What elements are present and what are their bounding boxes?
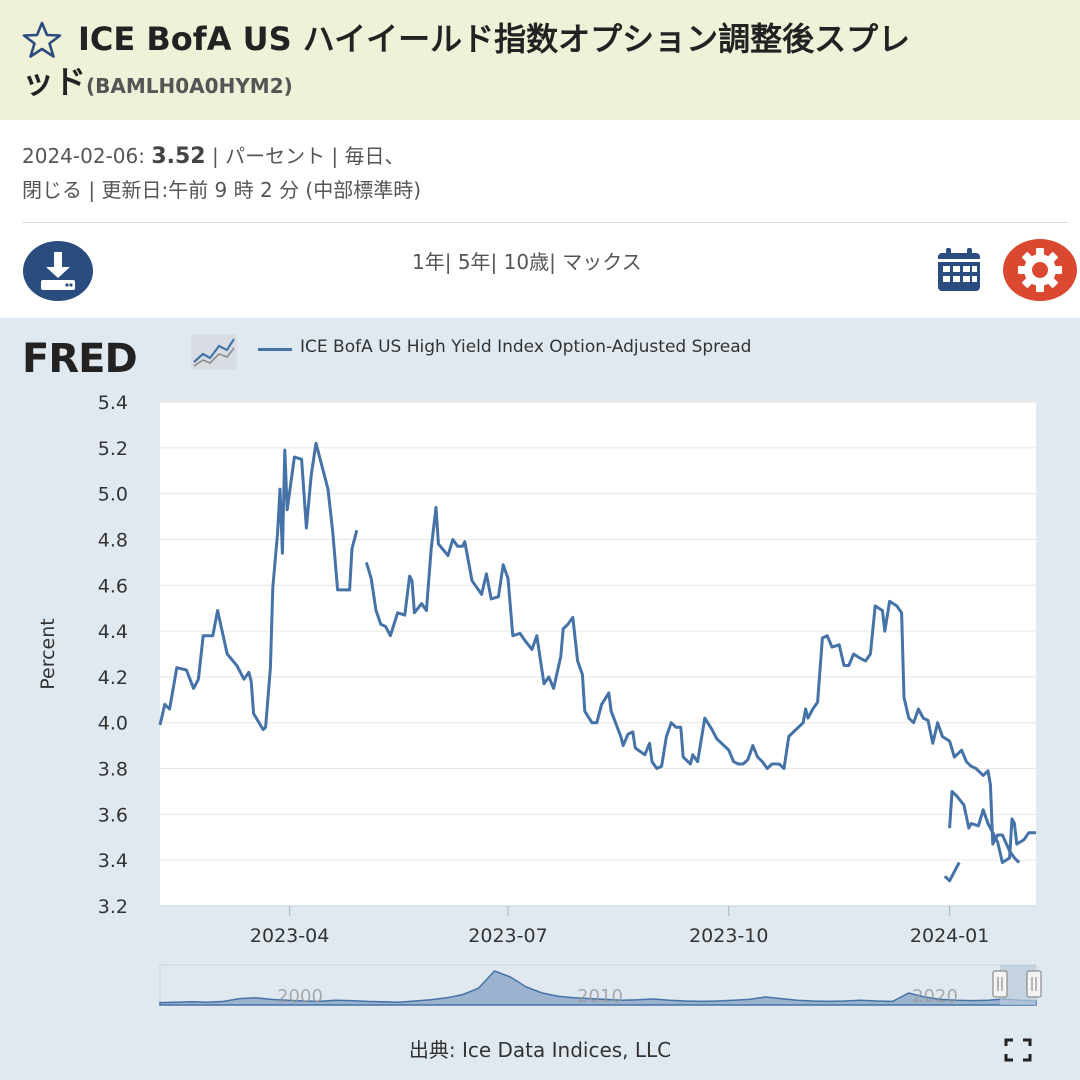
- navigator-year-label: 2010: [577, 986, 623, 1007]
- page-title: ICE BofA US ハイイールド指数オプション調整後スプレ: [78, 20, 911, 58]
- page-title-continued: ッド(BAMLH0A0HYM2): [22, 58, 293, 110]
- y-tick-label: 5.2: [98, 438, 128, 460]
- navigator-handle[interactable]: [1026, 970, 1042, 998]
- page-title-line2: ッド: [22, 63, 87, 101]
- observation-value: 3.52: [151, 144, 206, 169]
- divider: [22, 222, 1068, 223]
- navigator-year-label: 2020: [912, 986, 958, 1007]
- x-tick-label: 2023-04: [250, 925, 329, 947]
- y-axis-label: Percent: [37, 618, 59, 690]
- observation-meta: 2024-02-06: 3.52 | パーセント | 毎日、: [22, 140, 405, 169]
- y-tick-label: 4.2: [98, 667, 128, 689]
- settings-gear-icon[interactable]: [1002, 238, 1078, 302]
- date-range-selector: 1年| 5年| 10歳| マックス: [412, 246, 642, 275]
- y-tick-label: 3.8: [98, 759, 128, 781]
- page-header: ICE BofA US ハイイールド指数オプション調整後スプレ ッド(BAMLH…: [0, 0, 1080, 120]
- fullscreen-icon[interactable]: [1004, 1038, 1032, 1062]
- series-line: [948, 790, 1036, 864]
- y-tick-label: 4.8: [98, 529, 128, 551]
- fred-logo: FRED: [22, 336, 138, 382]
- update-meta: 閉じる | 更新日:午前 9 時 2 分 (中部標準時): [22, 178, 422, 202]
- y-tick-label: 3.6: [98, 804, 128, 826]
- download-icon[interactable]: [22, 240, 94, 302]
- y-tick-label: 4.4: [98, 621, 128, 643]
- y-tick-label: 5.4: [98, 392, 128, 414]
- y-tick-label: 3.2: [98, 896, 128, 918]
- y-tick-label: 4.6: [98, 575, 128, 597]
- series-line: [364, 505, 1021, 864]
- series-line: [158, 441, 359, 732]
- navigator-year-label: 2000: [277, 986, 323, 1007]
- star-icon[interactable]: [22, 20, 62, 60]
- range-5y-link[interactable]: 5年|: [457, 250, 498, 274]
- navigator-handle[interactable]: [992, 970, 1008, 998]
- y-tick-label: 3.4: [98, 850, 128, 872]
- series-id: (BAMLH0A0HYM2): [86, 74, 293, 98]
- line-chart: 3.2 3.4 3.6 3.8 4.0 4.2 4.4 4.6 4.8 5.0 5.2 5.4 2023…: [37, 392, 1042, 1007]
- x-tick-label: 2024-01: [910, 925, 989, 947]
- units-frequency: | パーセント | 毎日、: [211, 144, 405, 168]
- range-max-link[interactable]: マックス: [562, 250, 642, 274]
- y-tick-label: 4.0: [98, 713, 128, 735]
- navigator-area: [159, 970, 1037, 1006]
- x-tick-label: 2023-07: [468, 925, 547, 947]
- fred-chart-icon: [191, 334, 237, 370]
- series-line: [943, 861, 961, 883]
- calendar-icon[interactable]: [935, 246, 983, 294]
- legend-label: ICE BofA US High Yield Index Option-Adju…: [300, 337, 752, 357]
- range-1y-link[interactable]: 1年|: [412, 250, 452, 274]
- legend-swatch: [258, 348, 292, 351]
- observation-date: 2024-02-06:: [22, 144, 145, 168]
- x-tick-label: 2023-10: [689, 925, 768, 947]
- source-note: 出典: Ice Data Indices, LLC: [408, 1038, 672, 1062]
- plot-area: [160, 402, 1036, 906]
- y-tick-label: 5.0: [98, 484, 128, 506]
- range-10y-link[interactable]: 10歳|: [503, 250, 556, 274]
